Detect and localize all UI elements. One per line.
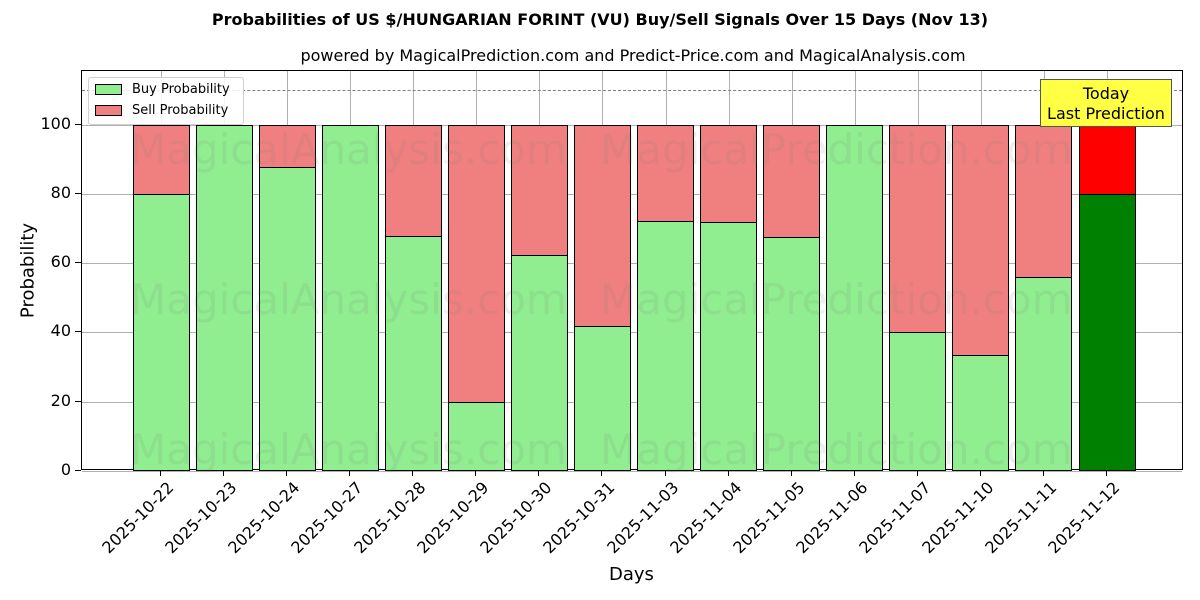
sell-bar <box>384 124 442 237</box>
buy-bar <box>700 221 758 471</box>
x-tick <box>664 470 666 476</box>
buy-swatch-icon <box>95 84 122 95</box>
legend-label-sell: Sell Probability <box>132 103 229 118</box>
sell-bar <box>447 124 505 404</box>
buy-bar <box>637 220 695 471</box>
x-tick <box>601 470 603 476</box>
y-tick <box>75 400 81 402</box>
grid-line-horizontal <box>82 332 1182 334</box>
y-tick <box>75 470 81 471</box>
x-tick <box>475 470 477 476</box>
x-tick <box>727 470 729 476</box>
x-tick <box>349 470 351 476</box>
sell-swatch-icon <box>95 105 122 116</box>
buy-bar <box>573 325 631 471</box>
sell-bar <box>637 124 695 223</box>
x-tick <box>790 470 792 476</box>
y-tick-label: 40 <box>50 321 71 341</box>
y-tick-label: 100 <box>40 113 71 133</box>
x-tick <box>160 470 161 476</box>
sell-bar <box>1015 124 1073 278</box>
sell-bar <box>132 124 190 196</box>
sell-bar <box>700 124 758 223</box>
y-tick-label: 60 <box>50 252 71 272</box>
buy-bar <box>1015 276 1073 471</box>
reference-line <box>82 90 1182 92</box>
y-axis-title: Probability <box>17 222 39 319</box>
buy-bar <box>384 235 442 471</box>
legend-item-sell: Sell Probability <box>95 103 228 118</box>
y-tick <box>75 123 81 125</box>
sell-bar <box>510 124 568 256</box>
buy-bar <box>826 124 884 471</box>
sell-bar <box>1078 124 1136 196</box>
plot-area <box>81 70 1183 472</box>
today-label: Today <box>1082 84 1130 103</box>
y-tick <box>75 262 81 264</box>
buy-bar <box>889 331 947 471</box>
legend: Buy Probability Sell Probability <box>88 77 244 125</box>
buy-bar <box>195 124 253 471</box>
legend-label-buy: Buy Probability <box>132 82 230 97</box>
buy-bar <box>447 401 505 471</box>
last-prediction-label: Last Prediction <box>1047 104 1165 123</box>
y-tick <box>75 331 81 333</box>
x-tick <box>412 470 414 476</box>
grid-line-horizontal <box>82 193 1182 195</box>
y-tick-label: 80 <box>50 182 71 202</box>
buy-bar <box>763 236 821 471</box>
sell-bar <box>889 124 947 333</box>
buy-bar <box>321 124 379 471</box>
y-tick <box>75 192 81 194</box>
x-axis-title: Days <box>609 564 654 585</box>
buy-bar <box>132 193 190 471</box>
x-tick <box>286 470 288 476</box>
sell-bar <box>952 124 1010 357</box>
chart-subtitle: powered by MagicalPrediction.com and Pre… <box>300 46 966 65</box>
x-tick <box>979 470 981 476</box>
legend-item-buy: Buy Probability <box>95 82 230 97</box>
buy-bar <box>1078 193 1136 471</box>
grid-line-horizontal <box>82 124 1182 126</box>
buy-bar <box>952 354 1010 471</box>
x-tick <box>1106 470 1108 476</box>
grid-line-horizontal <box>82 401 1182 403</box>
x-tick <box>538 470 540 476</box>
buy-bar <box>510 254 568 471</box>
sell-bar <box>258 124 316 168</box>
x-tick <box>1042 470 1044 476</box>
x-tick <box>853 470 855 476</box>
grid-line-horizontal <box>82 471 1182 472</box>
sell-bar <box>573 124 631 327</box>
grid-line-horizontal <box>82 263 1182 265</box>
chart-title: Probabilities of US $/HUNGARIAN FORINT (… <box>211 10 989 29</box>
x-tick <box>916 470 918 476</box>
buy-bar <box>258 166 316 471</box>
y-tick-label: 20 <box>50 390 71 410</box>
today-annotation: Today Last Prediction <box>1040 79 1172 127</box>
y-tick-label: 0 <box>60 460 71 479</box>
sell-bar <box>763 124 821 238</box>
x-tick <box>223 470 225 476</box>
